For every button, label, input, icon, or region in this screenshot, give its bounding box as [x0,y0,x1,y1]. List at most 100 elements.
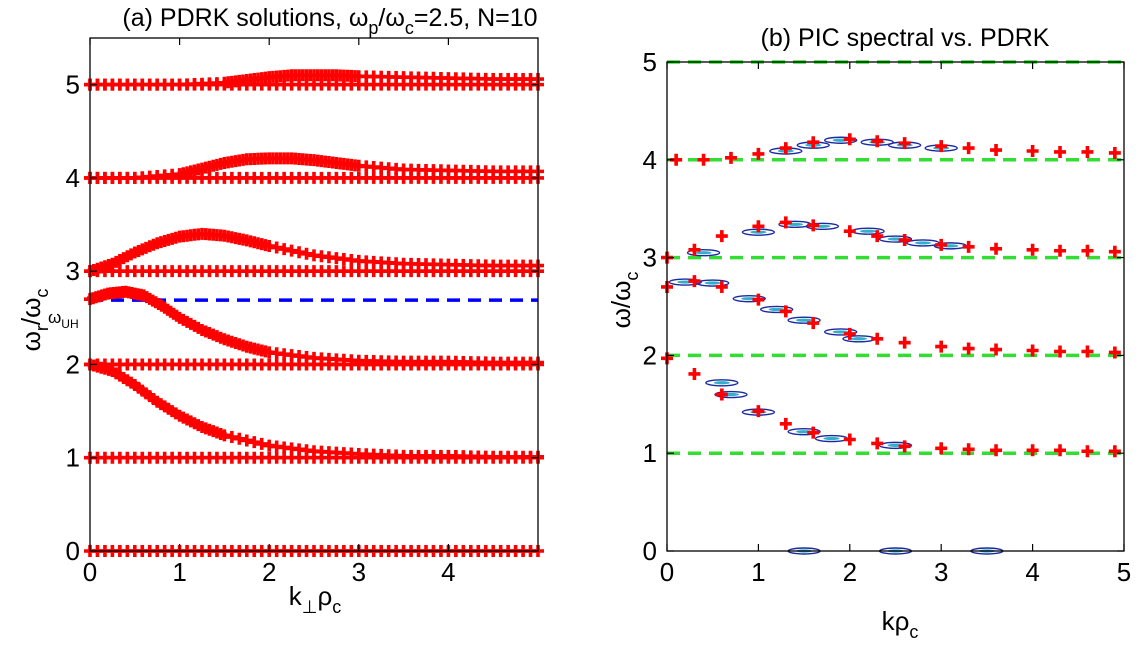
panel-b-data-point [752,293,765,306]
panel-b-title: (b) PIC spectral vs. PDRK [761,24,1050,52]
panel-b-data-point [990,343,1003,356]
panel-b-data-point [779,142,792,155]
panel-b-contour [686,249,721,257]
panel-b-ytick-label: 0 [643,536,657,566]
panel-b-data-point [843,327,856,340]
panel-b-data-point [807,136,820,149]
panel-b-xlabel: kρc [882,606,919,642]
panel-a-ytick-label: 0 [66,536,80,566]
panel-a-xtick-label: 3 [352,557,366,587]
panel-b-data-point [1054,345,1067,358]
panel-b-data-point [1081,445,1094,458]
panel-a: (a) PDRK solutions, ωp/ωc=2.5, N=10 k⊥ρc… [16,4,538,617]
panel-b-data-point [807,219,820,232]
panel-b-axes-frame [666,61,1125,552]
panel-b-data-point [935,238,948,251]
panel-b-data-point [1026,344,1039,357]
panel-b-data-point [688,243,701,256]
panel-b-contour [805,222,840,231]
panel-b-contour [787,427,821,436]
panel-b-contour [823,328,858,336]
panel-b-contour-core [713,381,730,385]
panel-a-title: (a) PDRK solutions, ωp/ωc=2.5, N=10 [122,4,537,38]
panel-b-data-point [962,342,975,355]
panel-b-contour-core [695,251,712,255]
panel-b-data-point [1108,445,1121,458]
panel-b-data-point [898,233,911,246]
panel-a-axes-frame [89,37,539,552]
panel-b-ytick-label: 1 [643,438,657,468]
panel-a-ytick-label: 1 [66,443,80,473]
panel-b-data-point [1108,146,1121,159]
panel-b-data-point [688,275,701,288]
panel-a-ytick-label: 4 [66,163,80,193]
panel-b-data-point [843,225,856,238]
panel-b-xtick-label: 4 [1025,557,1039,587]
panel-b-contour [787,316,821,324]
panel-b-data-point [1108,346,1121,359]
panel-b-data-point [935,340,948,353]
panel-b-xtick-label: 2 [843,557,857,587]
panel-b-contour-core [704,281,721,285]
panel-b-data-point [990,444,1003,457]
panel-b-data-point [1054,145,1067,158]
panel-b-ytick-label: 2 [643,340,657,370]
panel-a-xlabel: k⊥ρc [289,581,341,617]
panel-b-data-point [1054,444,1067,457]
panel-b-contour [705,379,739,387]
panel-b-data-point [1054,244,1067,257]
panel-b-data-point [871,332,884,345]
panel-b-data-point [715,230,728,243]
panel-b-contour-core [860,229,877,233]
panel-a-xtick-label: 4 [441,557,455,587]
panel-b-data-point [752,147,765,160]
panel-b-data-point [990,242,1003,255]
panel-b-contour [878,441,913,450]
panel-b-data-point [807,426,820,439]
panel-a-ytick-label: 3 [66,256,80,286]
panel-b-ytick-label: 5 [643,47,657,77]
panel-b-contour [759,305,794,314]
panel-b-data-point [843,133,856,146]
panel-b-data-point [715,280,728,293]
panel-b-data-point [871,135,884,148]
panel-b-data-point [871,437,884,450]
panel-b-data-point [779,305,792,318]
panel-b-data-point [962,142,975,155]
panel-b-data-point [898,336,911,349]
panel-b-contour [714,390,748,399]
panel-b-contour-core [850,337,867,341]
panel-b-contour [823,136,858,144]
panel-b-contour-core [796,318,813,322]
panel-b-data-point [1026,444,1039,457]
panel-b-data-point [697,153,710,166]
panel-b-data-point [898,440,911,453]
panel-b-data-point [807,317,820,330]
panel-a-xtick-label: 1 [172,557,186,587]
panel-b-data-point [1026,144,1039,157]
panel-b-data-point [1108,245,1121,258]
panel-b-data-point [990,144,1003,157]
panel-b-data-point [1081,345,1094,358]
panel-b-data-point [935,442,948,455]
panel-a-ytick-label: 2 [66,349,80,379]
panel-b-ytick-label: 4 [643,145,657,175]
panel-b-data-point [871,230,884,243]
uh-label: ωUH [48,308,79,331]
panel-b-contour [732,294,766,303]
panel-b-contour-core [823,436,840,441]
panel-b-data-point [1026,243,1039,256]
panel-a-xtick-label: 0 [83,557,97,587]
panel-b-xtick-label: 0 [660,557,674,587]
panel-a-plot: 0 1 2 3 4 0 1 2 3 4 5 [66,37,544,587]
panel-b-data-point [935,140,948,153]
panel-a-ylabel: ωr/ωc [16,289,52,352]
panel-b-contour [696,279,730,287]
panel-b-xtick-label: 5 [1117,557,1131,587]
panel-b-data-point [898,137,911,150]
panel-b-data-point [752,405,765,418]
panel-b-data-point [779,417,792,430]
panel-b-data-point [715,388,728,401]
panel-b-ytick-label: 3 [643,243,657,273]
panel-b-plot: 0 1 2 3 4 5 0 1 2 3 4 5 [643,47,1132,587]
